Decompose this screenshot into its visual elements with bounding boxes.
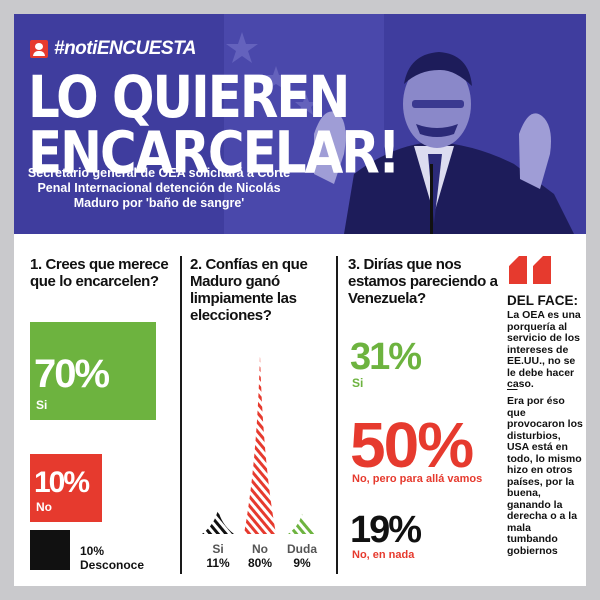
subheadline: Secretario general de OEA solicitará a C… (27, 166, 291, 210)
divider-1 (180, 256, 182, 574)
q3-no-en-nada-percent: 19% (350, 509, 422, 551)
q3-no-pero-label: No, pero para allá vamos (352, 473, 483, 485)
q2-answer-si: Si 11% (198, 542, 238, 570)
quote-mark-icon (509, 256, 551, 284)
q1-no-percent: 10% (34, 466, 90, 499)
question-3: 3. Dirías que nos estamos pareciendo a V… (348, 256, 498, 307)
q2-si-label: Si (212, 542, 224, 556)
q2-peak-si (202, 509, 234, 534)
q1-no-label: No (36, 500, 52, 514)
q1-answer-desconoce-box (30, 530, 70, 570)
q2-no-percent: 80% (247, 556, 273, 570)
sidebar-title: DEL FACE: (507, 293, 579, 308)
q2-peak-chart (202, 354, 316, 534)
q2-answer-duda: Duda 9% (282, 542, 322, 570)
q2-si-percent: 11% (206, 556, 230, 570)
q3-si-percent: 31% (350, 336, 422, 378)
q2-peak-no (244, 354, 276, 534)
q1-answer-no-box: 10% No (30, 454, 102, 522)
question-3-text: 3. Dirías que nos estamos pareciendo a V… (348, 256, 498, 307)
banner-background (14, 14, 586, 234)
q2-answer-no: No 80% (240, 542, 280, 570)
sidebar-separator: — (507, 383, 518, 395)
user-icon (30, 40, 48, 58)
q2-duda-percent: 9% (293, 556, 311, 570)
q3-no-pero-percent: 50% (350, 409, 474, 481)
headline: LO QUIEREN ENCARCELAR! (28, 64, 401, 187)
sidebar-quote-1: La OEA es una porquería al servicio de l… (507, 309, 581, 390)
question-2: 2. Confías en que Maduro ganó limpiament… (190, 256, 330, 324)
q2-labels: Si 11% No 80% Duda 9% (190, 542, 330, 574)
sidebar-quote-2: Era por éso que provocaron los disturbio… (507, 395, 583, 557)
hashtag-tag: #notiENCUESTA (30, 38, 196, 60)
question-1-text: 1. Crees que merece que lo encarcelen? (30, 256, 169, 290)
question-2-text: 2. Confías en que Maduro ganó limpiament… (190, 256, 308, 324)
q1-si-label: Si (36, 398, 48, 412)
q2-no-label: No (252, 542, 268, 556)
q2-peak-duda (288, 513, 316, 534)
q1-answer-si-box: 70% Si (30, 322, 156, 420)
q2-duda-label: Duda (287, 542, 317, 556)
q3-no-en-nada-label: No, en nada (352, 549, 415, 561)
headline-line-2: ENCARCELAR! (28, 119, 401, 187)
q3-si-label: Si (352, 376, 364, 390)
infographic-card: #notiENCUESTA LO QUIEREN ENCARCELAR! Sec… (14, 14, 586, 586)
q1-desconoce-label: Desconoce (80, 558, 145, 572)
q1-desconoce-percent: 10% (80, 544, 105, 558)
headline-line-1: LO QUIEREN (28, 64, 350, 131)
header-banner: #notiENCUESTA LO QUIEREN ENCARCELAR! Sec… (14, 14, 586, 234)
q1-si-percent: 70% (34, 352, 110, 396)
hashtag-text: #notiENCUESTA (54, 38, 196, 59)
divider-2 (336, 256, 338, 574)
question-1: 1. Crees que merece que lo encarcelen? (30, 256, 170, 290)
